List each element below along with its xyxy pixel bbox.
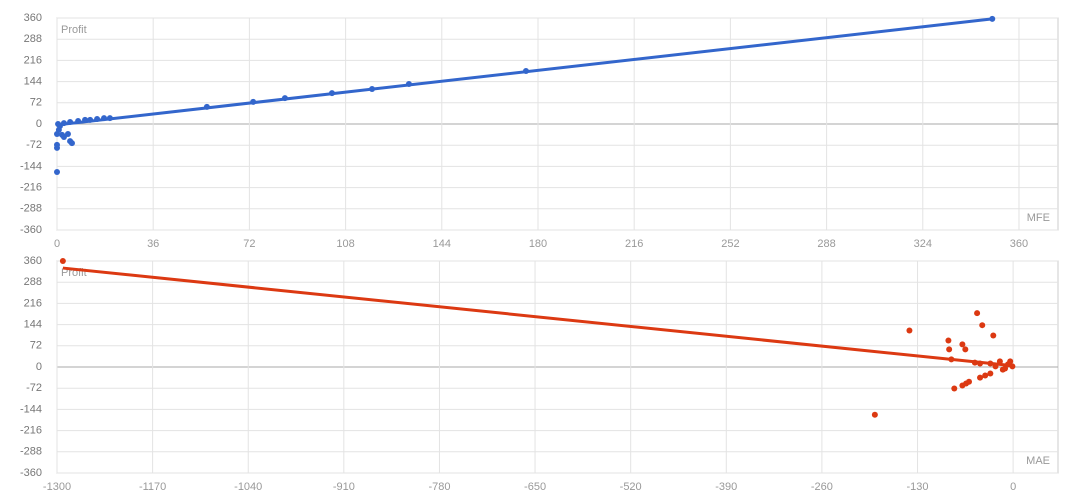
- x-tick-label: -1170: [139, 481, 166, 493]
- x-tick-label: 144: [433, 238, 451, 250]
- point: [996, 358, 1003, 365]
- y-tick-label: 288: [24, 33, 42, 45]
- x-tick-label: -390: [715, 481, 737, 493]
- point: [979, 322, 986, 329]
- y-tick-label: 144: [24, 319, 42, 331]
- x-tick-label: 36: [147, 238, 159, 250]
- point: [1007, 358, 1014, 365]
- point: [946, 346, 953, 353]
- point: [281, 95, 288, 102]
- point: [987, 370, 994, 377]
- x-tick-label: -520: [620, 481, 642, 493]
- point: [989, 15, 996, 22]
- x-tick-label: -1300: [43, 481, 71, 493]
- point: [962, 346, 969, 353]
- x-tick-label: 108: [336, 238, 354, 250]
- x-tick-label: 0: [1010, 481, 1016, 493]
- y-tick-label: 288: [24, 276, 42, 288]
- point: [971, 359, 978, 366]
- y-tick-label: -216: [20, 182, 42, 194]
- point: [54, 144, 60, 151]
- point: [87, 116, 94, 123]
- y-tick-label: -360: [20, 224, 42, 236]
- y-tick-label: 216: [24, 54, 42, 66]
- point: [328, 90, 335, 97]
- point: [1009, 363, 1016, 370]
- x-tick-label: 72: [243, 238, 255, 250]
- y-tick-label: 72: [30, 97, 42, 109]
- point: [959, 341, 966, 348]
- trend-line: [62, 266, 1012, 368]
- point: [369, 85, 376, 92]
- point: [82, 116, 89, 123]
- point: [101, 115, 108, 122]
- y-tick-label: 216: [24, 297, 42, 309]
- point: [990, 332, 997, 339]
- point: [405, 80, 412, 87]
- y-tick-label: -72: [26, 382, 42, 394]
- point: [522, 68, 529, 74]
- y-tick-label: 0: [36, 118, 42, 130]
- y-tick-label: -360: [20, 467, 42, 479]
- point: [59, 258, 66, 264]
- y-tick-label: -144: [20, 160, 42, 172]
- point: [906, 327, 913, 334]
- x-tick-label: 0: [54, 238, 60, 250]
- x-tick-label: 252: [721, 238, 739, 250]
- x-tick-label: 180: [529, 238, 547, 250]
- point: [55, 126, 62, 133]
- point: [54, 168, 60, 175]
- x-tick-label: 324: [914, 238, 932, 250]
- y-tick-label: -144: [20, 403, 42, 415]
- x-tick-label: 288: [817, 238, 835, 250]
- point: [106, 115, 113, 122]
- point: [977, 360, 984, 367]
- y-tick-label: 360: [24, 12, 42, 24]
- point: [250, 98, 257, 105]
- x-tick-label: -910: [333, 481, 355, 493]
- point: [982, 372, 989, 379]
- y-tick-label: 144: [24, 76, 42, 88]
- x-tick-label: -650: [524, 481, 546, 493]
- x-axis-label: MAE: [1026, 455, 1050, 467]
- point: [999, 366, 1006, 373]
- y-tick-label: -216: [20, 425, 42, 437]
- y-tick-label: -288: [20, 203, 42, 215]
- point: [67, 118, 74, 125]
- point: [966, 378, 973, 385]
- point: [992, 363, 999, 370]
- point: [951, 385, 958, 392]
- point: [977, 374, 984, 381]
- point: [871, 411, 878, 418]
- x-tick-label: -130: [907, 481, 929, 493]
- point: [948, 356, 955, 363]
- point: [68, 140, 75, 147]
- x-tick-label: -780: [428, 481, 450, 493]
- y-axis-label: Profit: [61, 24, 87, 36]
- y-tick-label: -72: [26, 139, 42, 151]
- y-tick-label: 72: [30, 340, 42, 352]
- x-tick-label: -260: [811, 481, 833, 493]
- x-tick-label: 360: [1010, 238, 1028, 250]
- point: [974, 310, 981, 317]
- point: [987, 360, 994, 367]
- point: [945, 337, 952, 344]
- point: [75, 118, 82, 125]
- x-axis-label: MFE: [1027, 212, 1050, 224]
- point: [203, 103, 210, 110]
- y-tick-label: -288: [20, 446, 42, 458]
- point: [64, 131, 71, 138]
- y-tick-label: 0: [36, 361, 42, 373]
- x-tick-label: 216: [625, 238, 643, 250]
- point: [94, 115, 101, 122]
- y-tick-label: 360: [24, 255, 42, 267]
- x-tick-label: -1040: [234, 481, 262, 493]
